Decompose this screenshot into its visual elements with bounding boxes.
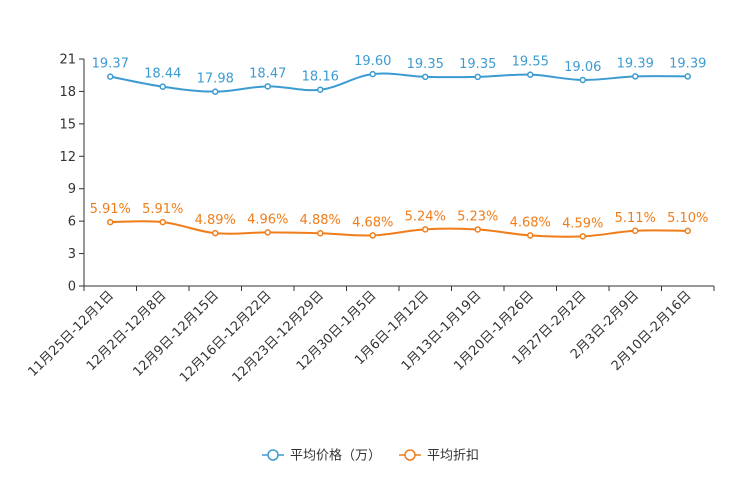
y-tick-label: 12 [59, 150, 76, 165]
legend-item-2: 平均折扣 [399, 449, 479, 464]
data-point [422, 73, 429, 81]
y-tick-label: 18 [59, 85, 76, 100]
data-label: 19.35 [407, 57, 444, 72]
data-label: 4.89% [195, 213, 236, 228]
data-point [632, 73, 639, 80]
data-point [684, 73, 691, 80]
data-point [317, 86, 324, 93]
data-label: 5.10% [667, 211, 708, 226]
data-point [159, 218, 166, 226]
x-tick-label: 11月25日-12月1日 [25, 288, 117, 380]
legend-item-1: 平均价格（万） [262, 448, 381, 464]
data-point [422, 226, 429, 233]
data-point [579, 76, 586, 84]
legend-label: 平均价格（万） [290, 448, 381, 464]
data-label: 5.91% [142, 202, 183, 217]
data-label: 19.06 [564, 60, 601, 75]
data-point [264, 229, 271, 236]
data-point [474, 73, 481, 81]
data-label: 18.44 [144, 67, 181, 82]
y-tick-label: 9 [68, 182, 76, 197]
y-tick-label: 3 [68, 247, 76, 262]
data-point [264, 83, 271, 90]
data-label: 4.68% [510, 215, 551, 230]
data-point [632, 227, 639, 235]
data-label: 5.24% [405, 209, 446, 224]
data-point [369, 232, 376, 239]
data-label: 4.59% [562, 216, 603, 231]
series-2: 5.91% 5.91% 4.89% 4.96% 4.88% 4.68% 5.24% 5.23%… [90, 202, 708, 240]
data-point [474, 226, 481, 233]
series-line [110, 220, 688, 238]
legend-marker-icon [267, 449, 279, 461]
y-tick-label: 21 [59, 53, 76, 68]
y-tick-label: 0 [68, 280, 76, 295]
data-point [317, 229, 324, 237]
data-label: 19.35 [459, 57, 496, 72]
chart-legend: 平均价格（万） 平均折扣 [262, 448, 479, 464]
data-point [159, 83, 166, 90]
data-point [684, 227, 691, 235]
data-point [107, 218, 114, 226]
data-label: 18.47 [249, 66, 286, 81]
data-point [369, 70, 376, 78]
data-point [527, 71, 534, 78]
data-label: 19.39 [669, 56, 706, 71]
data-label: 19.55 [512, 55, 549, 70]
data-point [527, 232, 534, 239]
series-line [110, 72, 688, 93]
data-label: 19.37 [92, 57, 129, 72]
data-label: 19.60 [354, 54, 391, 69]
data-label: 4.96% [247, 212, 288, 227]
legend-marker-icon [404, 449, 416, 461]
data-label: 19.39 [617, 56, 654, 71]
data-label: 5.11% [615, 211, 656, 226]
chart-series: 19.37 18.44 17.98 18.47 18.16 19.60 19.35 19.35… [90, 54, 708, 240]
data-label: 5.23% [457, 209, 498, 224]
x-tick-label: 12月23日-12月29日 [230, 288, 327, 385]
y-tick-label: 15 [59, 117, 76, 132]
data-label: 17.98 [197, 72, 234, 87]
x-tick-label: 12月16日-12月22日 [177, 288, 274, 385]
data-label: 4.68% [352, 215, 393, 230]
data-point [107, 73, 114, 80]
data-point [212, 88, 219, 95]
series-1: 19.37 18.44 17.98 18.47 18.16 19.60 19.35 19.35… [92, 54, 706, 95]
data-label: 4.88% [300, 213, 341, 228]
data-point [579, 233, 586, 240]
data-point [212, 229, 219, 237]
data-label: 5.91% [90, 202, 131, 217]
legend-label: 平均折扣 [427, 449, 479, 464]
y-tick-label: 6 [68, 215, 76, 230]
data-label: 18.16 [302, 70, 339, 85]
